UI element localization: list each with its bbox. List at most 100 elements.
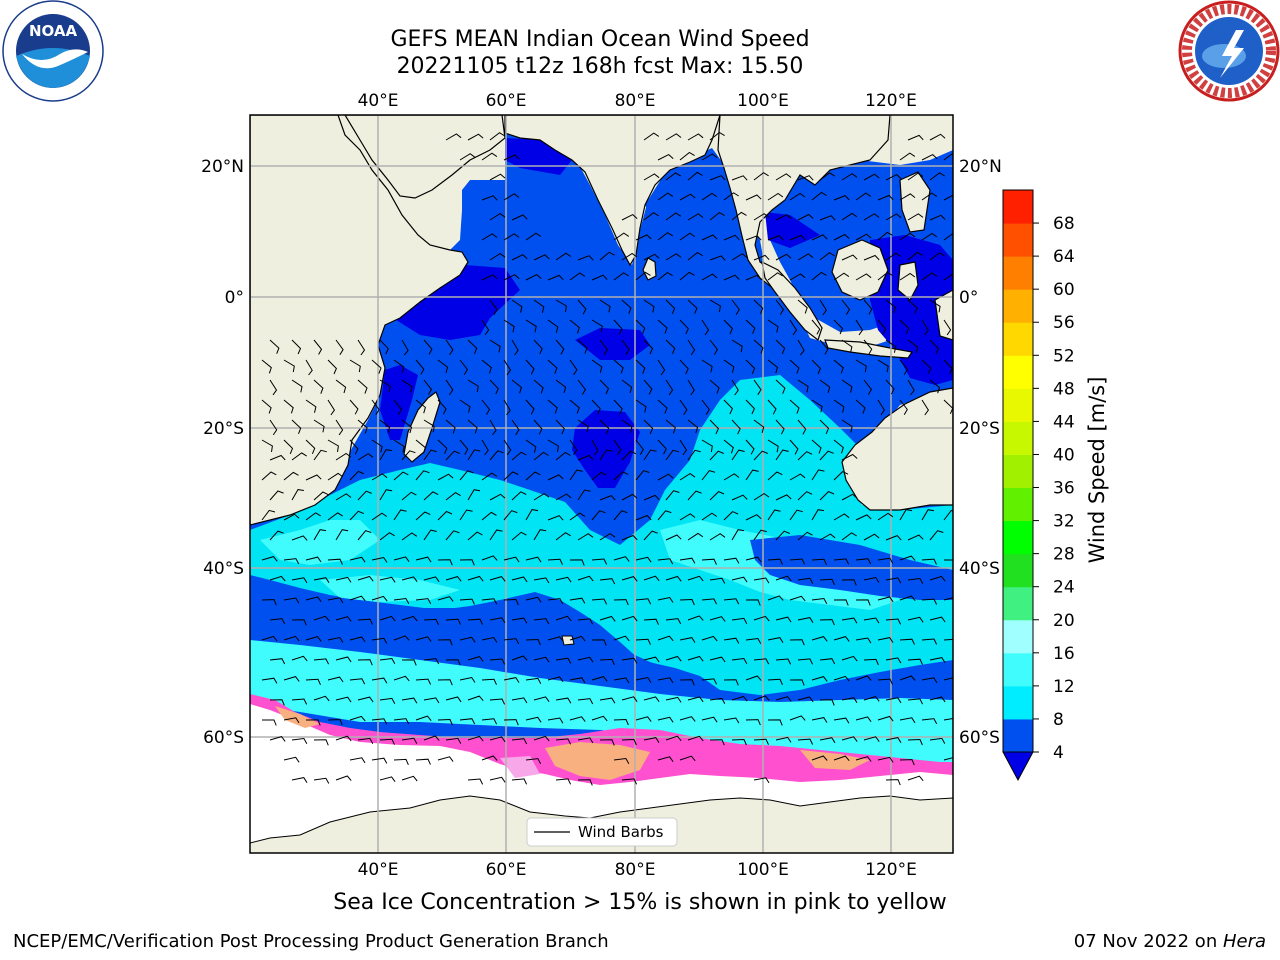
wind-barb xyxy=(335,616,352,622)
wind-barb xyxy=(899,759,915,766)
wind-barb xyxy=(789,273,806,281)
wind-barb xyxy=(613,471,629,481)
wind-barb xyxy=(811,399,823,413)
lat-tick-left: 20°N xyxy=(201,157,244,177)
wind-barb xyxy=(503,274,520,281)
wind-barb xyxy=(775,530,790,541)
calm-zone-equator-center xyxy=(575,328,650,360)
wind-barb xyxy=(921,509,935,521)
wind-barb xyxy=(269,658,286,665)
wind-barb xyxy=(555,299,567,312)
wind-barb xyxy=(533,696,550,702)
wind-barb xyxy=(679,232,696,241)
wind-barb xyxy=(921,638,938,645)
wind-barb xyxy=(313,577,330,583)
wind-barb xyxy=(753,419,765,434)
wind-barb xyxy=(555,738,572,745)
wind-barb xyxy=(415,715,432,722)
wind-barb xyxy=(885,213,902,221)
wind-barb xyxy=(423,735,440,741)
wind-barb xyxy=(687,449,701,461)
wind-barb xyxy=(907,698,924,705)
lon-labels-bottom: 40°E 60°E 80°E 100°E 120°E xyxy=(358,860,917,880)
wind-barb xyxy=(833,513,850,521)
wind-barb xyxy=(767,192,784,201)
wind-barb xyxy=(679,513,696,521)
wind-barb xyxy=(643,575,660,582)
wind-barb xyxy=(855,756,872,762)
wind-barb xyxy=(657,232,673,241)
wind-barb xyxy=(437,473,454,481)
wind-barb xyxy=(305,596,322,602)
wind-barb xyxy=(555,576,572,583)
wind-barb xyxy=(723,717,740,724)
wind-barb xyxy=(379,776,396,782)
wind-barb xyxy=(599,578,616,585)
wind-barb xyxy=(547,274,564,281)
wind-barb xyxy=(335,775,352,781)
wind-barb xyxy=(921,359,932,374)
wind-barb xyxy=(841,173,858,181)
wind-barb xyxy=(819,299,828,316)
wind-barb xyxy=(621,493,638,501)
wind-barb xyxy=(745,556,762,563)
wind-barb xyxy=(261,359,272,374)
wind-barb xyxy=(415,359,425,375)
colorbar-tick-label: 40 xyxy=(1053,445,1075,465)
wind-barb xyxy=(349,715,366,722)
wind-barb xyxy=(731,211,747,221)
wind-barb xyxy=(261,399,272,414)
wind-barb xyxy=(533,577,550,584)
wind-barb xyxy=(437,756,454,762)
wind-barb xyxy=(753,379,762,396)
wind-barb xyxy=(819,699,835,706)
wind-barb xyxy=(885,535,902,541)
wind-barb xyxy=(401,659,417,666)
lat-labels-right: 20°N 0° 20°S 40°S 60°S xyxy=(959,157,1002,748)
wind-barb xyxy=(943,194,953,201)
wind-barb xyxy=(767,719,783,726)
wind-barb xyxy=(305,678,321,686)
wind-barb xyxy=(591,598,608,605)
wind-barb xyxy=(379,489,393,501)
wind-barb xyxy=(635,439,644,455)
wind-barb xyxy=(643,299,655,313)
wind-barb xyxy=(401,615,418,622)
wind-barb xyxy=(393,439,405,453)
wind-barb xyxy=(401,697,418,704)
wind-barb xyxy=(701,470,716,481)
wind-barb xyxy=(423,618,439,626)
wind-barb xyxy=(459,509,473,521)
wind-barb xyxy=(767,272,783,281)
colorbar-segment xyxy=(1003,586,1033,621)
wind-barb xyxy=(745,359,756,375)
wind-barb xyxy=(621,450,637,461)
wind-barb xyxy=(357,453,374,461)
wind-barb xyxy=(819,419,830,435)
wind-barb xyxy=(555,451,571,461)
sri-lanka-land xyxy=(642,257,657,281)
wind-barb xyxy=(863,533,880,541)
wind-barb xyxy=(467,778,484,785)
wind-barb xyxy=(261,677,278,684)
wind-barb xyxy=(877,399,886,416)
wind-barb xyxy=(335,419,344,436)
colorbar-tick-label: 60 xyxy=(1053,280,1075,300)
wind-barb xyxy=(687,696,704,703)
wind-barb xyxy=(907,251,923,261)
wind-barb xyxy=(855,637,872,644)
wind-barb xyxy=(291,619,307,626)
wind-barb xyxy=(577,575,594,582)
wind-barb xyxy=(489,419,497,436)
wind-barb xyxy=(885,779,901,786)
wind-barb xyxy=(459,718,476,725)
wind-barb xyxy=(327,597,344,604)
wind-barb xyxy=(921,598,938,605)
wind-barb xyxy=(863,213,880,221)
wind-barb xyxy=(899,272,916,281)
wind-barb xyxy=(709,697,726,704)
wind-barb xyxy=(327,472,344,481)
sea-ice-caption: Sea Ice Concentration > 15% is shown in … xyxy=(333,890,947,915)
wind-barb xyxy=(599,495,616,501)
wind-barb xyxy=(921,319,929,336)
